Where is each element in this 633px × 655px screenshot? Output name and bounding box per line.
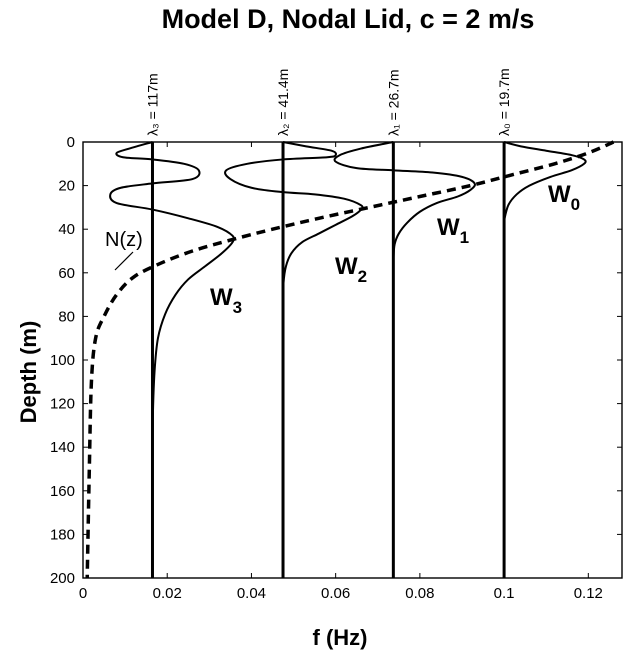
plot-area: 0 0.02 0.04 0.06 0.08 0.1 0.12 0 20 40 60 80 100 120 1…	[50, 68, 623, 602]
w3-lambda-label: λ₃ = 117m	[144, 73, 160, 136]
y-tick-label: 200	[50, 570, 75, 587]
w1-series-label: W1	[437, 214, 469, 247]
w1-curve	[333, 141, 476, 260]
y-tick-label: 20	[58, 178, 75, 195]
y-tick-label: 180	[50, 526, 75, 543]
y-tick-label: 140	[50, 439, 75, 456]
n-z-annotation-pointer	[114, 251, 134, 271]
w0-curve	[503, 141, 587, 221]
y-tick-label: 40	[58, 221, 75, 238]
y-tick-label: 160	[50, 483, 75, 500]
plot-frame	[82, 141, 623, 579]
n-z-curve	[85, 140, 615, 579]
w2-curve	[224, 141, 364, 306]
w1-lambda-label: λ₁ = 26.7m	[385, 69, 401, 136]
x-tick-label: 0.06	[321, 585, 350, 602]
x-tick-label: 0	[79, 585, 87, 602]
chart-title: Model D, Nodal Lid, c = 2 m/s	[162, 4, 535, 34]
w3-series-label: W3	[210, 284, 242, 317]
w3-curve	[109, 141, 236, 463]
w0-series-label: W0	[548, 181, 580, 214]
x-tick-label: 0.04	[237, 585, 266, 602]
x-tick-label: 0.08	[405, 585, 434, 602]
x-tick-label: 0.02	[153, 585, 182, 602]
x-tick-label: 0.1	[494, 585, 515, 602]
y-tick-label: 80	[58, 308, 75, 325]
y-tick-label: 100	[50, 352, 75, 369]
y-tick-label: 120	[50, 396, 75, 413]
y-tick-label: 60	[58, 265, 75, 282]
x-axis-label: f (Hz)	[313, 625, 368, 650]
w2-series-label: W2	[335, 253, 367, 286]
w2-lambda-label: λ₂ = 41.4m	[275, 69, 291, 136]
x-tick-label: 0.12	[574, 585, 603, 602]
w0-lambda-label: λ₀ = 19.7m	[496, 68, 512, 136]
y-axis-label: Depth (m)	[16, 321, 41, 424]
y-tick-label: 0	[67, 134, 75, 151]
n-z-annotation-label: N(z)	[105, 229, 143, 251]
